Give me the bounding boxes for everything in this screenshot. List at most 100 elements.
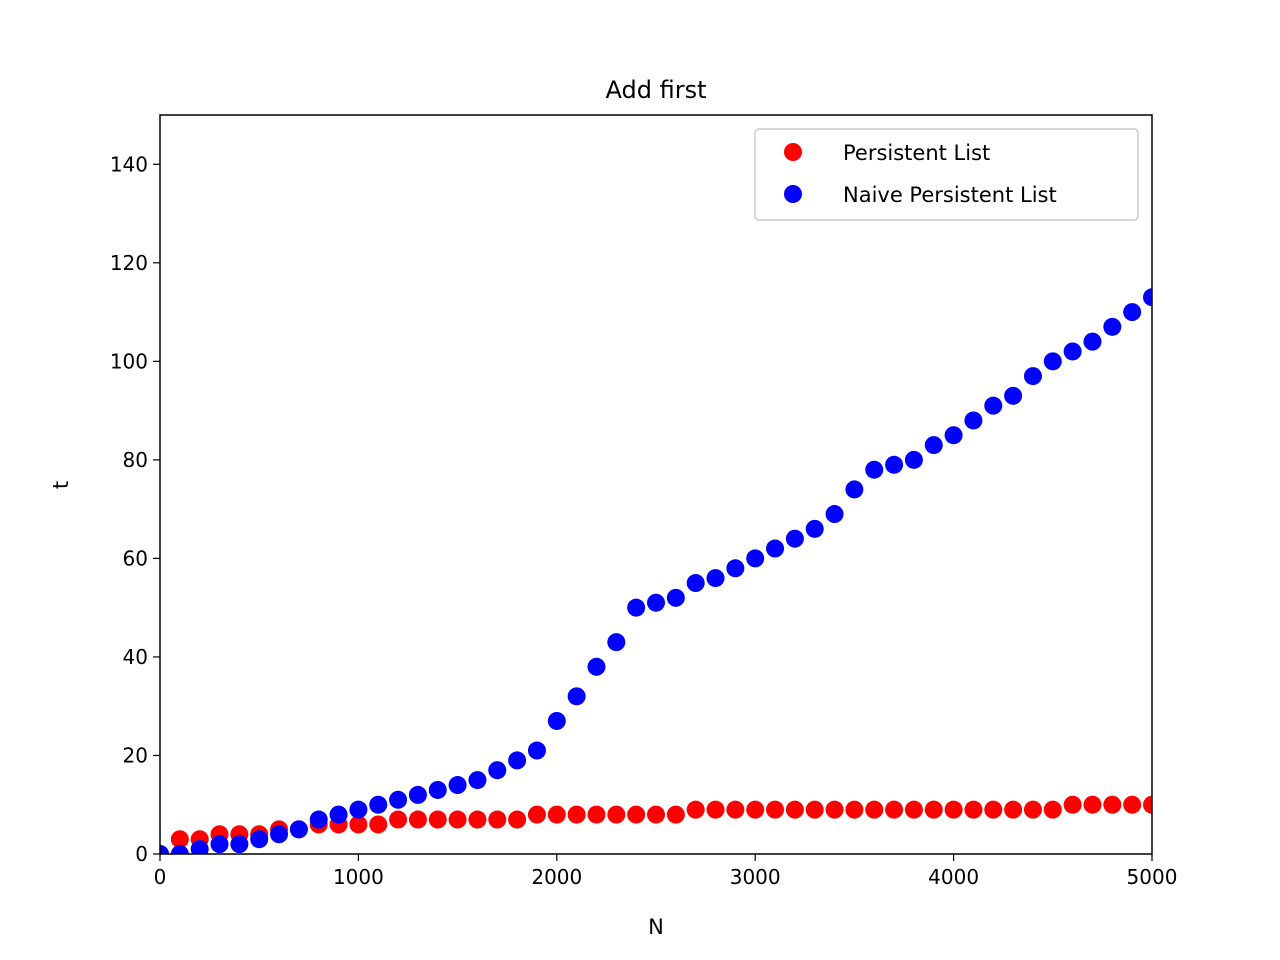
persistent-list-point	[170, 830, 189, 849]
x-tick-label: 5000	[1127, 865, 1178, 889]
persistent-list-point	[627, 805, 646, 824]
naive-persistent-list-point	[160, 845, 169, 854]
y-tick-label: 100	[110, 349, 148, 373]
persistent-list-point	[607, 805, 626, 824]
naive-persistent-list-point	[309, 810, 328, 829]
y-tick-label: 60	[123, 546, 148, 570]
naive-persistent-list-point	[190, 840, 209, 854]
naive-persistent-list-point	[627, 598, 646, 617]
naive-persistent-list-point	[270, 825, 289, 844]
persistent-list-point	[1103, 795, 1122, 814]
naive-persistent-list-point	[984, 396, 1003, 415]
x-tick-label: 2000	[531, 865, 582, 889]
persistent-list-point	[448, 810, 467, 829]
naive-persistent-list-point	[1004, 386, 1023, 405]
persistent-list-point	[1083, 795, 1102, 814]
persistent-list-point	[706, 800, 725, 819]
naive-persistent-list-point	[964, 411, 983, 430]
persistent-list-point	[408, 810, 427, 829]
y-tick-label: 0	[135, 842, 148, 866]
persistent-list-point	[1023, 800, 1042, 819]
naive-persistent-list-point	[666, 588, 685, 607]
naive-persistent-list-point	[389, 790, 408, 809]
naive-persistent-list-point	[289, 820, 308, 839]
naive-persistent-list-point	[448, 776, 467, 795]
naive-persistent-list-point	[647, 593, 665, 612]
persistent-list-point	[369, 815, 388, 834]
y-axis: 0 20 40 60 80 100 120 140	[110, 152, 160, 866]
naive-persistent-list-point	[468, 771, 487, 790]
naive-persistent-list-point	[1063, 342, 1082, 361]
naive-persistent-list-point	[1143, 288, 1152, 307]
persistent-list-point	[428, 810, 447, 829]
naive-persistent-list-point	[607, 633, 626, 652]
naive-persistent-list-point	[865, 460, 884, 479]
persistent-list-point	[1143, 795, 1152, 814]
naive-persistent-list-point	[924, 436, 943, 455]
y-tick-label: 140	[110, 152, 148, 176]
naive-persistent-list-point	[369, 795, 388, 814]
x-tick-label: 3000	[730, 865, 781, 889]
naive-persistent-list-point	[805, 519, 824, 538]
naive-persistent-list-point	[785, 529, 804, 548]
x-axis: 0 1000 2000 3000 4000 5000	[154, 854, 1178, 889]
legend-box	[754, 128, 1139, 221]
persistent-list-point	[666, 805, 685, 824]
naive-persistent-list-point	[746, 549, 765, 568]
persistent-list-point	[984, 800, 1003, 819]
naive-persistent-list-point	[1123, 303, 1142, 322]
persistent-list-point	[389, 810, 408, 829]
legend-marker	[784, 143, 802, 161]
naive-persistent-list-point	[726, 559, 745, 578]
naive-persistent-list-point	[329, 805, 348, 824]
x-tick-label: 4000	[928, 865, 979, 889]
naive-persistent-list-point	[686, 574, 705, 593]
naive-persistent-list-point	[706, 569, 725, 588]
x-tick-label: 0	[154, 865, 167, 889]
naive-persistent-list-point	[587, 657, 606, 676]
y-tick-label: 40	[123, 645, 148, 669]
naive-persistent-list-point	[1043, 352, 1062, 371]
naive-persistent-list-point	[1023, 367, 1042, 386]
persistent-list-point	[508, 810, 527, 829]
persistent-list-point	[686, 800, 705, 819]
naive-persistent-list-point	[825, 505, 844, 524]
naive-persistent-list-point	[944, 426, 963, 445]
naive-persistent-list-point	[250, 830, 269, 849]
naive-persistent-list-point	[488, 761, 507, 780]
naive-persistent-list-point	[567, 687, 586, 706]
persistent-list-point	[885, 800, 904, 819]
y-axis-label: t	[49, 481, 73, 489]
persistent-list-point	[964, 800, 983, 819]
persistent-list-point	[746, 800, 765, 819]
persistent-list-point	[1004, 800, 1023, 819]
x-tick-label: 1000	[333, 865, 384, 889]
persistent-list-point	[1063, 795, 1082, 814]
naive-persistent-list-point	[230, 835, 249, 854]
persistent-list-point	[1043, 800, 1062, 819]
persistent-list-point	[647, 805, 665, 824]
legend-marker	[784, 185, 802, 203]
x-axis-label: N	[648, 915, 664, 939]
persistent-list-point	[845, 800, 864, 819]
naive-persistent-list-point	[904, 450, 923, 469]
naive-persistent-list-point	[508, 751, 527, 770]
naive-persistent-list-point	[547, 711, 566, 730]
y-tick-label: 20	[123, 743, 148, 767]
naive-persistent-list-point	[170, 845, 189, 854]
persistent-list-point	[468, 810, 487, 829]
chart-title: Add first	[606, 76, 707, 104]
naive-persistent-list-point	[349, 800, 368, 819]
persistent-list-point	[944, 800, 963, 819]
persistent-list-point	[766, 800, 785, 819]
persistent-list-point	[1123, 795, 1142, 814]
persistent-list-point	[865, 800, 884, 819]
persistent-list-point	[904, 800, 923, 819]
naive-persistent-list-point	[885, 455, 904, 474]
naive-persistent-list-point	[428, 780, 447, 799]
y-tick-label: 80	[123, 448, 148, 472]
persistent-list-point	[488, 810, 507, 829]
legend: Persistent List Naive Persistent List	[754, 128, 1139, 221]
persistent-list-point	[924, 800, 943, 819]
naive-persistent-list-point	[1103, 317, 1122, 336]
